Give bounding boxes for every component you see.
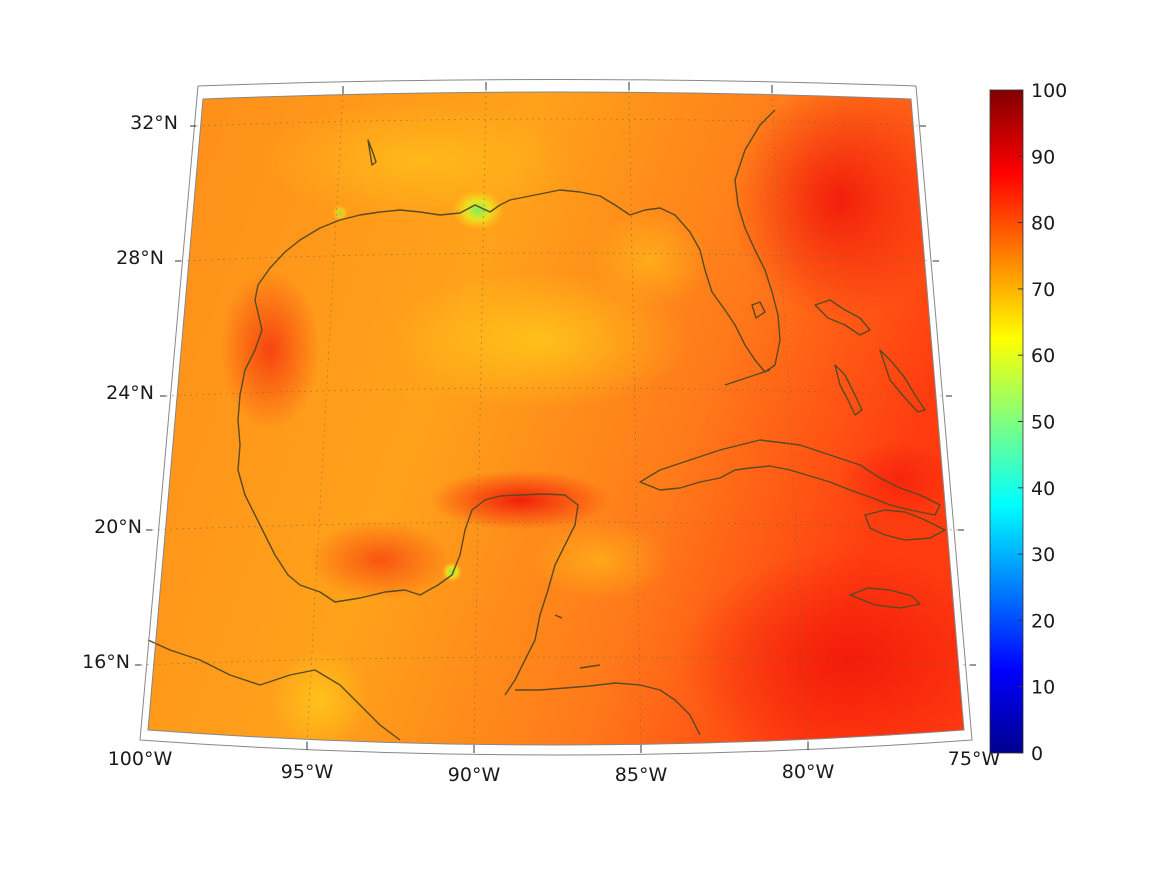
colorbar-tick-label: 40 <box>1031 478 1055 500</box>
field-layer <box>148 92 964 745</box>
colorbar-tick-label: 10 <box>1031 677 1055 699</box>
lon-label-95: 95°W <box>281 761 334 783</box>
central-america-coast <box>147 639 401 741</box>
colorbar-tick-label: 90 <box>1031 146 1055 168</box>
colorbar-tick-label: 100 <box>1031 80 1067 102</box>
lon-labels: 100°W 95°W 90°W 85°W 80°W 75°W <box>108 748 1001 786</box>
colorbar-ticks: 0 10 20 30 40 50 60 70 80 90 100 <box>1018 80 1067 765</box>
mexico-coast <box>237 299 579 696</box>
lat-label-20: 20°N <box>94 516 142 538</box>
colorbar: 0 10 20 30 40 50 60 70 80 90 100 <box>989 80 1067 765</box>
lat-label-28: 28°N <box>116 247 164 269</box>
lon-label-85: 85°W <box>615 764 668 786</box>
lat-label-24: 24°N <box>106 382 154 404</box>
colorbar-tick-label: 20 <box>1031 610 1055 632</box>
colorbar-tick-label: 30 <box>1031 544 1055 566</box>
colorbar-tick-label: 60 <box>1031 345 1055 367</box>
map-frame-outer <box>139 79 973 756</box>
lon-label-90: 90°W <box>448 764 501 786</box>
frame-ticks <box>135 82 976 753</box>
lon-label-80: 80°W <box>782 761 835 783</box>
colorbar-tick-label: 80 <box>1031 213 1055 235</box>
lat-label-16: 16°N <box>82 651 130 673</box>
cuba-outline <box>639 439 941 516</box>
colorbar-tick-label: 0 <box>1031 743 1043 765</box>
honduras-coast <box>515 682 701 736</box>
map-frame <box>147 91 965 746</box>
colorbar-tick-label: 50 <box>1031 412 1055 434</box>
graticule <box>140 89 971 746</box>
coastlines <box>147 109 946 741</box>
lon-label-100: 100°W <box>108 748 173 770</box>
jamaica-outline <box>849 587 921 609</box>
bahamas-outline <box>814 299 871 336</box>
lon-label-75: 75°W <box>948 748 1001 770</box>
colorbar-tick-label: 70 <box>1031 279 1055 301</box>
lat-label-32: 32°N <box>130 112 178 134</box>
lat-labels: 32°N 28°N 24°N 20°N 16°N <box>82 112 178 673</box>
gulf-coast <box>254 109 781 373</box>
hispaniola-outline <box>864 509 946 541</box>
